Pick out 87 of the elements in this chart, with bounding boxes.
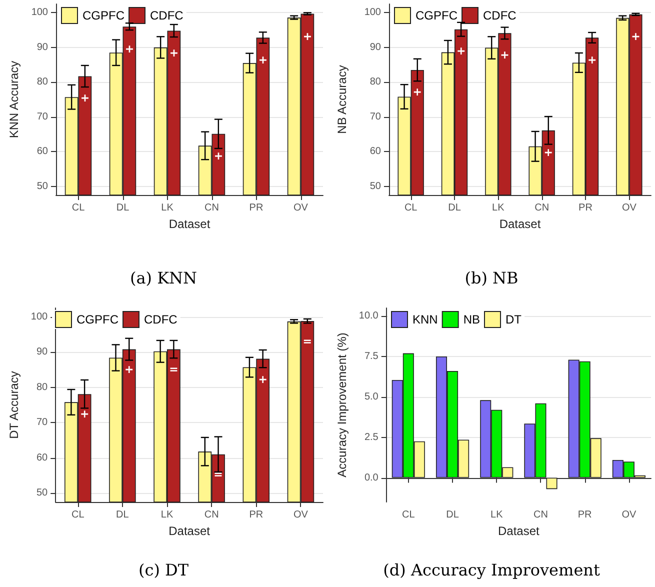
y-tick-label: 2.5 (364, 432, 379, 443)
x-tick-label: CL (404, 202, 418, 214)
y-tick-label: 100 (31, 7, 48, 18)
y-tick-label: 7.5 (364, 351, 379, 362)
y-axis-title: Accuracy Improvement (%) (335, 332, 349, 478)
x-tick-label: LK (160, 510, 174, 520)
legend-label: NB (463, 312, 480, 326)
annotation: = (169, 363, 178, 376)
legend-label: DT (506, 312, 522, 326)
annotation: + (587, 53, 597, 66)
bar (546, 478, 558, 490)
y-tick-label: 50 (36, 488, 48, 499)
annotation: + (544, 146, 553, 159)
x-tick-label: CN (204, 510, 219, 520)
annotation: + (631, 30, 640, 43)
x-tick-label: PR (578, 202, 592, 214)
annotation: + (124, 363, 134, 376)
legend-label: CDFC (483, 8, 517, 22)
y-tick-label: 90 (370, 42, 382, 53)
y-tick-label: 100 (30, 311, 48, 322)
x-tick-label: CL (402, 510, 416, 520)
x-tick-label: DL (446, 510, 460, 520)
x-tick-label: DL (448, 202, 462, 214)
annotation: + (456, 44, 466, 58)
y-tick-label: 70 (36, 417, 48, 428)
text: (a) KNN (130, 268, 198, 288)
y-tick-label: 60 (36, 452, 48, 464)
legend-label: CGPFC (416, 8, 458, 22)
legend-label: CDFC (144, 312, 178, 326)
x-axis-title: Dataset (168, 216, 211, 231)
x-tick-label: CN (204, 202, 219, 214)
annotation: = (214, 468, 223, 481)
x-tick-label: LK (490, 510, 504, 520)
annotation: + (258, 53, 268, 66)
annotation: + (124, 42, 134, 56)
x-tick-label: OV (293, 510, 308, 520)
y-tick-label: 60 (370, 146, 382, 158)
x-tick-label: CL (71, 510, 85, 520)
y-tick-label: 60 (36, 146, 48, 158)
x-tick-label: OV (622, 202, 637, 214)
annotation: + (80, 91, 90, 104)
x-tick-label: PR (249, 510, 264, 520)
annotation: + (169, 46, 179, 60)
x-tick-label: PR (249, 202, 264, 214)
y-tick-label: 5.0 (364, 391, 379, 402)
x-tick-label: CN (534, 202, 550, 214)
annotation: + (302, 30, 312, 43)
x-tick-label: LK (492, 202, 505, 214)
text: (b) NB (464, 268, 518, 288)
annotation: + (500, 48, 510, 62)
legend-label: CDFC (150, 8, 184, 22)
y-tick-label: 100 (364, 7, 382, 18)
y-tick-label: 80 (36, 76, 48, 88)
y-tick-label: 50 (370, 180, 382, 192)
y-tick-label: 0.0 (364, 472, 379, 484)
x-axis-title: Dataset (498, 524, 540, 538)
y-tick-label: 10.0 (358, 310, 379, 322)
legend-label: KNN (412, 312, 438, 326)
y-tick-label: 70 (36, 111, 48, 122)
x-tick-label: DL (116, 202, 130, 214)
y-axis-title: KNN Accuracy (7, 60, 21, 138)
x-tick-label: CL (72, 202, 86, 214)
y-tick-label: 80 (370, 76, 382, 88)
x-tick-label: OV (622, 510, 636, 520)
y-tick-label: 90 (36, 346, 48, 358)
y-tick-label: 50 (36, 180, 48, 192)
annotation: + (214, 150, 224, 163)
y-tick-label: 80 (36, 382, 48, 393)
x-tick-label: LK (161, 202, 174, 214)
annotation: + (412, 85, 422, 98)
x-axis-title: Dataset (499, 216, 542, 231)
x-tick-label: PR (578, 510, 592, 520)
y-tick-label: 70 (370, 111, 382, 122)
x-tick-label: OV (294, 202, 308, 214)
x-tick-label: CN (534, 510, 548, 520)
text: (c) DT (138, 560, 189, 580)
x-tick-label: DL (116, 510, 130, 520)
y-axis-title: NB Accuracy (335, 65, 349, 134)
y-axis-title: DT Accuracy (7, 371, 21, 439)
y-tick-label: 90 (36, 42, 48, 53)
x-axis-title: Dataset (168, 524, 211, 538)
annotation: + (258, 372, 268, 386)
annotation: + (80, 408, 90, 421)
text: (d) Accuracy Improvement (383, 560, 600, 580)
legend-label: CGPFC (76, 312, 119, 326)
annotation: = (302, 335, 312, 348)
legend-label: CGPFC (82, 8, 125, 22)
